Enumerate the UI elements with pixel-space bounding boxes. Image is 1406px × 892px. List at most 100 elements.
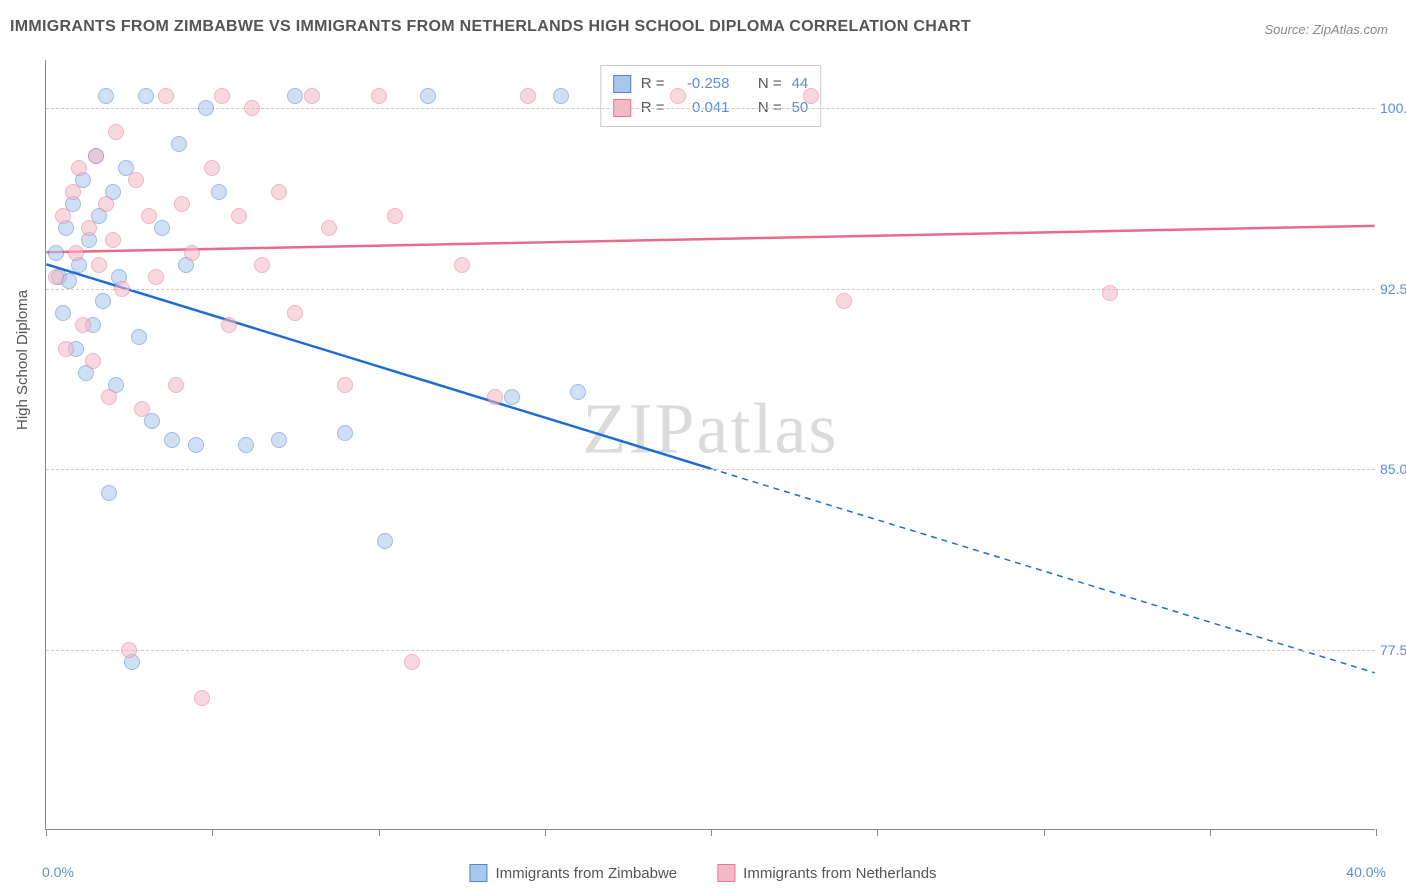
- data-point: [553, 88, 569, 104]
- data-point: [504, 389, 520, 405]
- legend-series: Immigrants from Zimbabwe Immigrants from …: [469, 864, 936, 882]
- data-point: [91, 257, 107, 273]
- data-point: [204, 160, 220, 176]
- data-point: [164, 432, 180, 448]
- data-point: [214, 88, 230, 104]
- data-point: [377, 533, 393, 549]
- data-point: [55, 208, 71, 224]
- data-point: [244, 100, 260, 116]
- x-tick: [46, 829, 47, 836]
- data-point: [68, 245, 84, 261]
- data-point: [158, 88, 174, 104]
- legend-item: Immigrants from Netherlands: [717, 864, 936, 882]
- data-point: [85, 353, 101, 369]
- gridline: [46, 469, 1375, 470]
- data-point: [387, 208, 403, 224]
- legend-series-label: Immigrants from Netherlands: [743, 865, 936, 882]
- legend-swatch: [717, 864, 735, 882]
- data-point: [211, 184, 227, 200]
- data-point: [670, 88, 686, 104]
- y-tick-label: 92.5%: [1380, 281, 1406, 297]
- x-axis-max-label: 40.0%: [1346, 864, 1386, 880]
- data-point: [131, 329, 147, 345]
- gridline: [46, 289, 1375, 290]
- trend-line: [46, 264, 710, 468]
- data-point: [108, 124, 124, 140]
- gridline: [46, 650, 1375, 651]
- data-point: [198, 100, 214, 116]
- data-point: [803, 88, 819, 104]
- y-tick-label: 85.0%: [1380, 461, 1406, 477]
- data-point: [58, 341, 74, 357]
- data-point: [174, 196, 190, 212]
- chart-title: IMMIGRANTS FROM ZIMBABWE VS IMMIGRANTS F…: [10, 18, 971, 36]
- data-point: [114, 281, 130, 297]
- x-tick: [1044, 829, 1045, 836]
- data-point: [48, 245, 64, 261]
- trend-line-extrapolated: [711, 469, 1375, 673]
- data-point: [836, 293, 852, 309]
- data-point: [48, 269, 64, 285]
- data-point: [121, 642, 137, 658]
- y-tick-label: 100.0%: [1380, 100, 1406, 116]
- trend-line: [46, 226, 1374, 252]
- data-point: [98, 196, 114, 212]
- data-point: [101, 389, 117, 405]
- data-point: [148, 269, 164, 285]
- data-point: [287, 305, 303, 321]
- data-point: [81, 220, 97, 236]
- data-point: [304, 88, 320, 104]
- data-point: [65, 184, 81, 200]
- data-point: [570, 384, 586, 400]
- x-tick: [711, 829, 712, 836]
- data-point: [171, 136, 187, 152]
- x-tick: [545, 829, 546, 836]
- data-point: [520, 88, 536, 104]
- data-point: [337, 377, 353, 393]
- legend-r-label: R =: [641, 72, 665, 96]
- x-tick: [1376, 829, 1377, 836]
- data-point: [194, 690, 210, 706]
- data-point: [105, 232, 121, 248]
- data-point: [75, 317, 91, 333]
- data-point: [454, 257, 470, 273]
- legend-swatch: [613, 75, 631, 93]
- data-point: [371, 88, 387, 104]
- data-point: [71, 160, 87, 176]
- data-point: [420, 88, 436, 104]
- data-point: [188, 437, 204, 453]
- legend-swatch: [469, 864, 487, 882]
- data-point: [55, 305, 71, 321]
- data-point: [168, 377, 184, 393]
- x-tick: [379, 829, 380, 836]
- data-point: [128, 172, 144, 188]
- data-point: [254, 257, 270, 273]
- data-point: [95, 293, 111, 309]
- data-point: [231, 208, 247, 224]
- legend-n-label: N =: [758, 72, 782, 96]
- data-point: [337, 425, 353, 441]
- x-tick: [1210, 829, 1211, 836]
- data-point: [238, 437, 254, 453]
- legend-stat-row: R =-0.258 N =44: [613, 72, 809, 96]
- x-tick: [212, 829, 213, 836]
- y-axis-label: High School Diploma: [14, 290, 31, 430]
- data-point: [184, 245, 200, 261]
- watermark: ZIPatlas: [583, 388, 839, 471]
- data-point: [271, 432, 287, 448]
- legend-series-label: Immigrants from Zimbabwe: [495, 865, 677, 882]
- data-point: [287, 88, 303, 104]
- data-point: [221, 317, 237, 333]
- data-point: [404, 654, 420, 670]
- data-point: [141, 208, 157, 224]
- x-tick: [877, 829, 878, 836]
- legend-stats: R =-0.258 N =44R =0.041 N =50: [600, 65, 822, 127]
- data-point: [134, 401, 150, 417]
- source-attribution: Source: ZipAtlas.com: [1264, 22, 1388, 37]
- data-point: [101, 485, 117, 501]
- data-point: [487, 389, 503, 405]
- data-point: [154, 220, 170, 236]
- data-point: [321, 220, 337, 236]
- data-point: [1102, 285, 1118, 301]
- x-axis-min-label: 0.0%: [42, 864, 74, 880]
